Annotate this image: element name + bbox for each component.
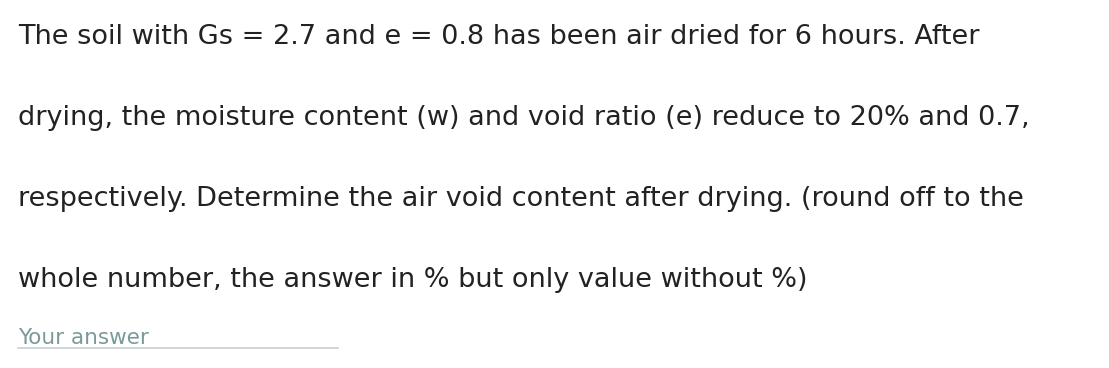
- Text: respectively. Determine the air void content after drying. (round off to the: respectively. Determine the air void con…: [18, 186, 1024, 212]
- Text: The soil with Gs = 2.7 and e = 0.8 has been air dried for 6 hours. After: The soil with Gs = 2.7 and e = 0.8 has b…: [18, 24, 979, 50]
- Text: whole number, the answer in % but only value without %): whole number, the answer in % but only v…: [18, 267, 807, 293]
- Text: Your answer: Your answer: [18, 328, 149, 347]
- Text: drying, the moisture content (w) and void ratio (e) reduce to 20% and 0.7,: drying, the moisture content (w) and voi…: [18, 105, 1029, 131]
